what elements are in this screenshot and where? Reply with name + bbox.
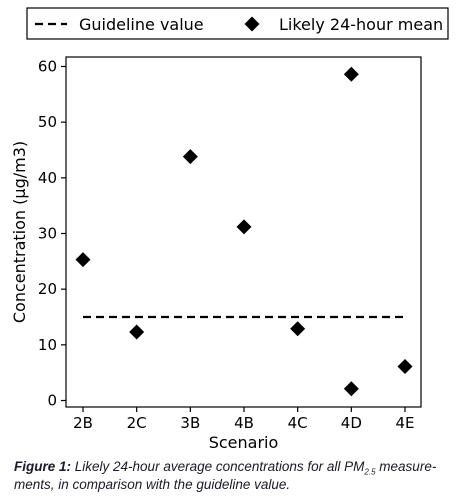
y-tick-label: 0 — [47, 392, 57, 410]
y-tick-label: 50 — [38, 113, 57, 131]
x-tick-label: 4C — [288, 414, 308, 432]
legend: Guideline value Likely 24-hour mean — [26, 7, 449, 40]
caption-subscript: 2.5 — [364, 467, 376, 477]
data-point — [236, 219, 252, 235]
x-tick-label: 2C — [127, 414, 147, 432]
caption-text-before: Likely 24-hour average concentrations fo… — [71, 459, 365, 474]
data-point — [343, 381, 359, 397]
y-tick-label: 10 — [38, 336, 57, 354]
caption-text-after: measure-ments, in comparison with the gu… — [14, 459, 437, 492]
caption-label: Figure 1: — [14, 459, 72, 474]
plot-area: 0 10 20 30 40 50 60 2B 2C 3B 4B 4C 4D 4E Scenario Conce… — [10, 56, 422, 452]
y-tick-label: 20 — [38, 280, 57, 298]
x-axis-label: Scenario — [209, 433, 279, 452]
data-point — [75, 252, 91, 268]
x-tick-label: 4B — [234, 414, 254, 432]
legend-frame — [26, 7, 449, 40]
y-axis-label: Concentration (µg/m3) — [10, 141, 29, 323]
x-tick-label: 3B — [180, 414, 200, 432]
legend-series-label: Likely 24-hour mean — [279, 15, 443, 34]
data-point — [129, 324, 145, 340]
x-tick-label: 2B — [73, 414, 93, 432]
y-tick-label: 60 — [38, 58, 57, 76]
data-point — [182, 149, 198, 165]
chart: Guideline value Likely 24-hour mean 0 10 20… — [10, 7, 449, 452]
x-tick-label: 4D — [341, 414, 362, 432]
legend-guideline-label: Guideline value — [79, 15, 204, 34]
x-tick-label: 4E — [395, 414, 414, 432]
data-point — [397, 359, 413, 375]
data-point — [290, 321, 306, 337]
figure-caption: Figure 1: Likely 24-hour average concent… — [14, 458, 464, 494]
legend-diamond-icon — [244, 16, 260, 32]
data-point — [343, 66, 359, 82]
y-tick-label: 30 — [38, 225, 57, 243]
y-tick-label: 40 — [38, 169, 57, 187]
